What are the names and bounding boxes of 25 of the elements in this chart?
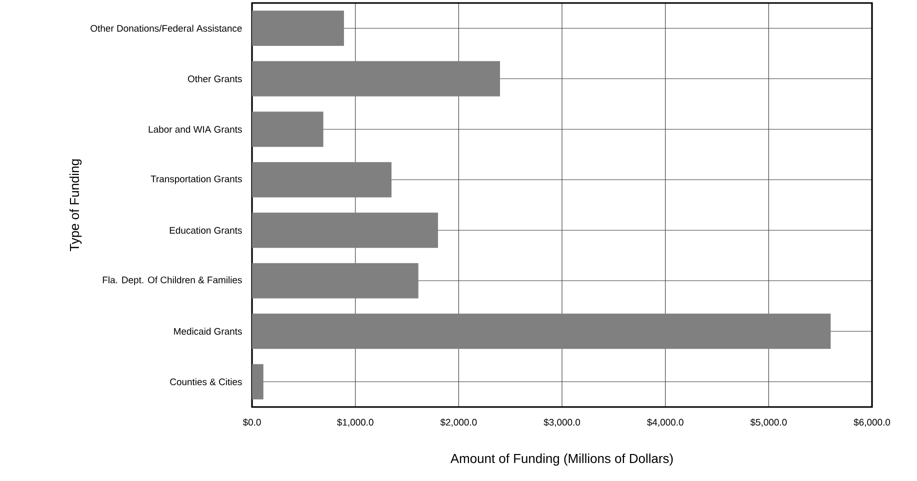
- x-tick-label: $0.0: [242, 418, 261, 426]
- bar: [252, 212, 438, 248]
- bar: [252, 112, 324, 147]
- x-tick-label: $5,000.0: [750, 418, 787, 427]
- y-tick-label: Fla. Dept. Of Children & Families: [102, 276, 242, 286]
- y-tick-label: Counties & Cities: [170, 378, 242, 386]
- y-tick-label: Other Donations/Federal Assistance: [90, 24, 242, 32]
- bar: [252, 10, 344, 46]
- x-axis-title: Amount of Funding (Millions of Dollars): [450, 454, 673, 466]
- y-tick-label: Education Grants: [170, 226, 242, 234]
- bar: [252, 364, 264, 400]
- x-tick-label: $3,000.0: [544, 418, 580, 427]
- x-tick-label: $1,000.0: [337, 418, 374, 427]
- bar: [252, 314, 831, 349]
- y-axis-title: Type of Funding: [70, 159, 82, 252]
- y-tick-label: Labor and WIA Grants: [148, 126, 242, 133]
- y-tick-label: Transportation Grants: [150, 175, 242, 184]
- x-tick-label: $4,000.0: [647, 418, 684, 427]
- y-tick-label: Other Grants: [188, 75, 242, 82]
- x-tick-label: $6,000.0: [854, 418, 890, 427]
- y-tick-label: Medicaid Grants: [174, 328, 242, 335]
- bar: [252, 61, 500, 96]
- bar: [252, 263, 418, 298]
- x-tick-label: $2,000.0: [440, 418, 477, 427]
- bar: [252, 162, 392, 198]
